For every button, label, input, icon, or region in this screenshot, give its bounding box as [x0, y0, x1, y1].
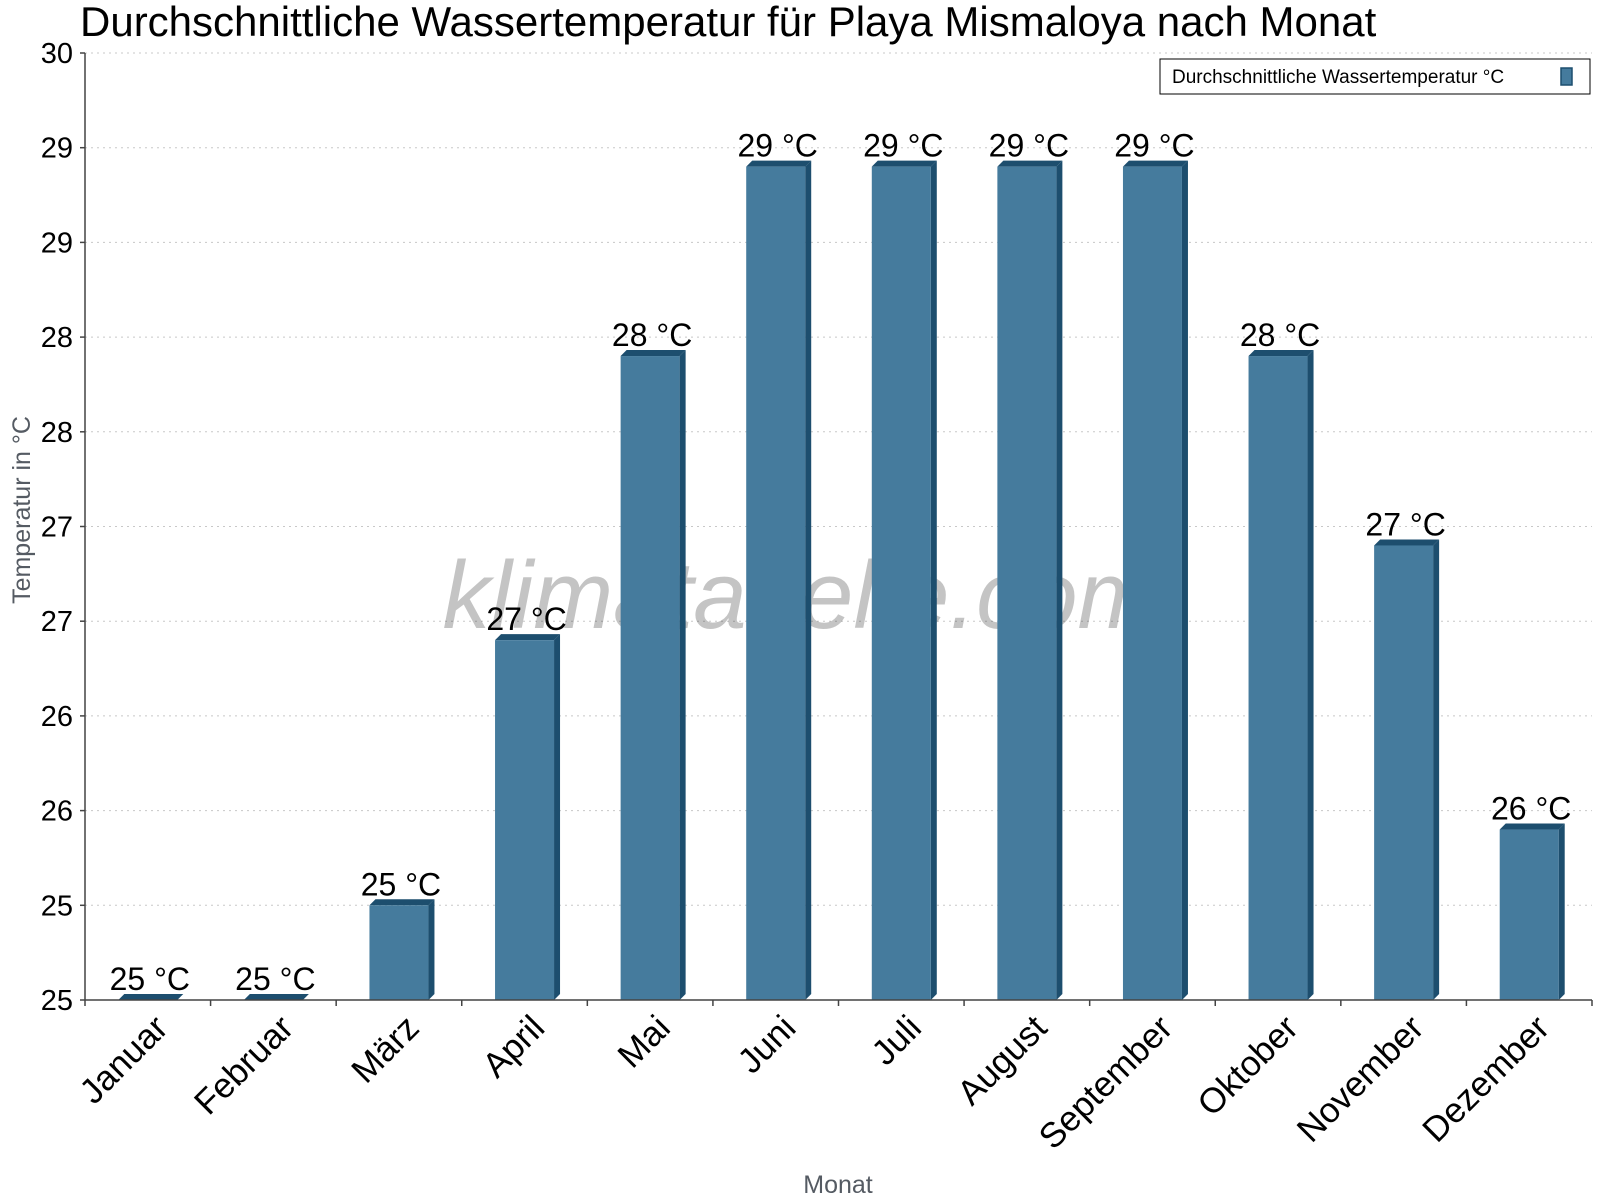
bar-top [1374, 539, 1440, 546]
bar-side [1307, 350, 1314, 1000]
y-tick-label: 26 [41, 796, 73, 828]
x-tick-label: September [1031, 1008, 1180, 1157]
y-tick-label: 28 [41, 322, 73, 354]
y-axis-label: Temperatur in °C [8, 416, 36, 604]
bar-top [118, 994, 184, 1000]
bar [243, 994, 309, 1000]
bar-top [746, 160, 812, 167]
bar-front [620, 356, 680, 1000]
bar [746, 160, 812, 1000]
bar-top [620, 350, 686, 357]
bar-front [495, 640, 555, 1000]
data-label: 27 °C [486, 601, 566, 637]
bar-top [997, 160, 1063, 167]
chart-title: Durchschnittliche Wassertemperatur für P… [80, 0, 1377, 45]
bar-side [930, 160, 937, 1000]
y-tick-label: 25 [41, 985, 73, 1017]
data-label: 25 °C [361, 866, 441, 902]
data-label: 29 °C [863, 128, 943, 164]
bar [369, 899, 435, 1000]
bar-side [554, 634, 561, 1000]
bar-top [369, 899, 435, 906]
bar-top [1122, 160, 1188, 167]
data-label: 28 °C [612, 317, 692, 353]
bar-front [1374, 545, 1434, 1000]
axes [80, 52, 1593, 1006]
bar-top [1499, 823, 1565, 830]
legend: Durchschnittliche Wassertemperatur °C [1159, 58, 1591, 95]
x-tick-label: November [1290, 1008, 1432, 1150]
bar [1499, 823, 1565, 1000]
bar-top [1248, 350, 1314, 357]
y-tick-label: 29 [41, 227, 73, 259]
x-tick-label: August [950, 1008, 1055, 1113]
y-tick-label: 25 [41, 890, 73, 922]
bar [1122, 160, 1188, 1000]
bar [620, 350, 686, 1000]
bar-front [871, 166, 931, 1000]
bar-top [495, 634, 561, 641]
bar-top [871, 160, 937, 167]
y-tick-label: 27 [41, 512, 73, 544]
x-axis-ticks: Januar Februar März April Mai Juni Juli AugustS… [72, 1008, 1557, 1157]
x-tick-label: Juli [864, 1008, 929, 1073]
bar [118, 994, 184, 1000]
data-label: 25 °C [235, 961, 315, 997]
bar-side [1181, 160, 1188, 1000]
grid-lines [85, 52, 1592, 906]
data-label: 29 °C [1114, 128, 1194, 164]
legend-label: Durchschnittliche Wassertemperatur °C [1172, 67, 1504, 88]
bar-side [805, 160, 812, 1000]
bar [1374, 539, 1440, 1000]
bar-front [1499, 829, 1559, 1000]
bar-side [1558, 823, 1565, 1000]
y-tick-label: 30 [41, 38, 73, 70]
data-label: 28 °C [1240, 317, 1320, 353]
bar [1248, 350, 1314, 1000]
x-tick-label: Februar [187, 1008, 301, 1122]
bar-front [369, 905, 429, 1000]
data-label: 25 °C [110, 961, 190, 997]
legend-swatch [1560, 67, 1573, 86]
x-tick-label: Juni [730, 1008, 803, 1081]
x-tick-label: Oktober [1190, 1008, 1306, 1124]
x-axis-label: Monat [803, 1171, 873, 1199]
bar-front [1122, 166, 1182, 1000]
y-tick-label: 27 [41, 606, 73, 638]
bar-side [1056, 160, 1063, 1000]
bar-front [1248, 356, 1308, 1000]
data-label: 29 °C [738, 128, 818, 164]
bar [495, 634, 561, 1000]
bar [997, 160, 1063, 1000]
x-tick-label: Dezember [1415, 1008, 1557, 1150]
bar-front [997, 166, 1057, 1000]
bar-top [243, 994, 309, 1000]
bar [871, 160, 937, 1000]
x-tick-label: April [475, 1008, 552, 1085]
data-labels: 25 °C 25 °C 25 °C 27 °C 28 °C 29 °C 29 °C 29 °C… [110, 128, 1572, 997]
bars [118, 160, 1565, 1000]
x-tick-label: März [344, 1008, 427, 1091]
x-tick-label: Mai [610, 1008, 677, 1075]
y-axis-ticks: 25 25 26 26 27 27 28 28 29 29 30 [41, 38, 73, 1017]
legend-box [1159, 58, 1591, 95]
y-tick-label: 29 [41, 133, 73, 165]
data-label: 29 °C [989, 128, 1069, 164]
x-tick-label: Januar [72, 1008, 175, 1111]
data-label: 27 °C [1365, 506, 1445, 542]
bar-front [746, 166, 806, 1000]
bar-side [428, 899, 435, 1000]
y-tick-label: 28 [41, 417, 73, 449]
data-label: 26 °C [1491, 791, 1571, 827]
bar-side [679, 350, 686, 1000]
bar-side [1433, 539, 1440, 1000]
y-tick-label: 26 [41, 701, 73, 733]
